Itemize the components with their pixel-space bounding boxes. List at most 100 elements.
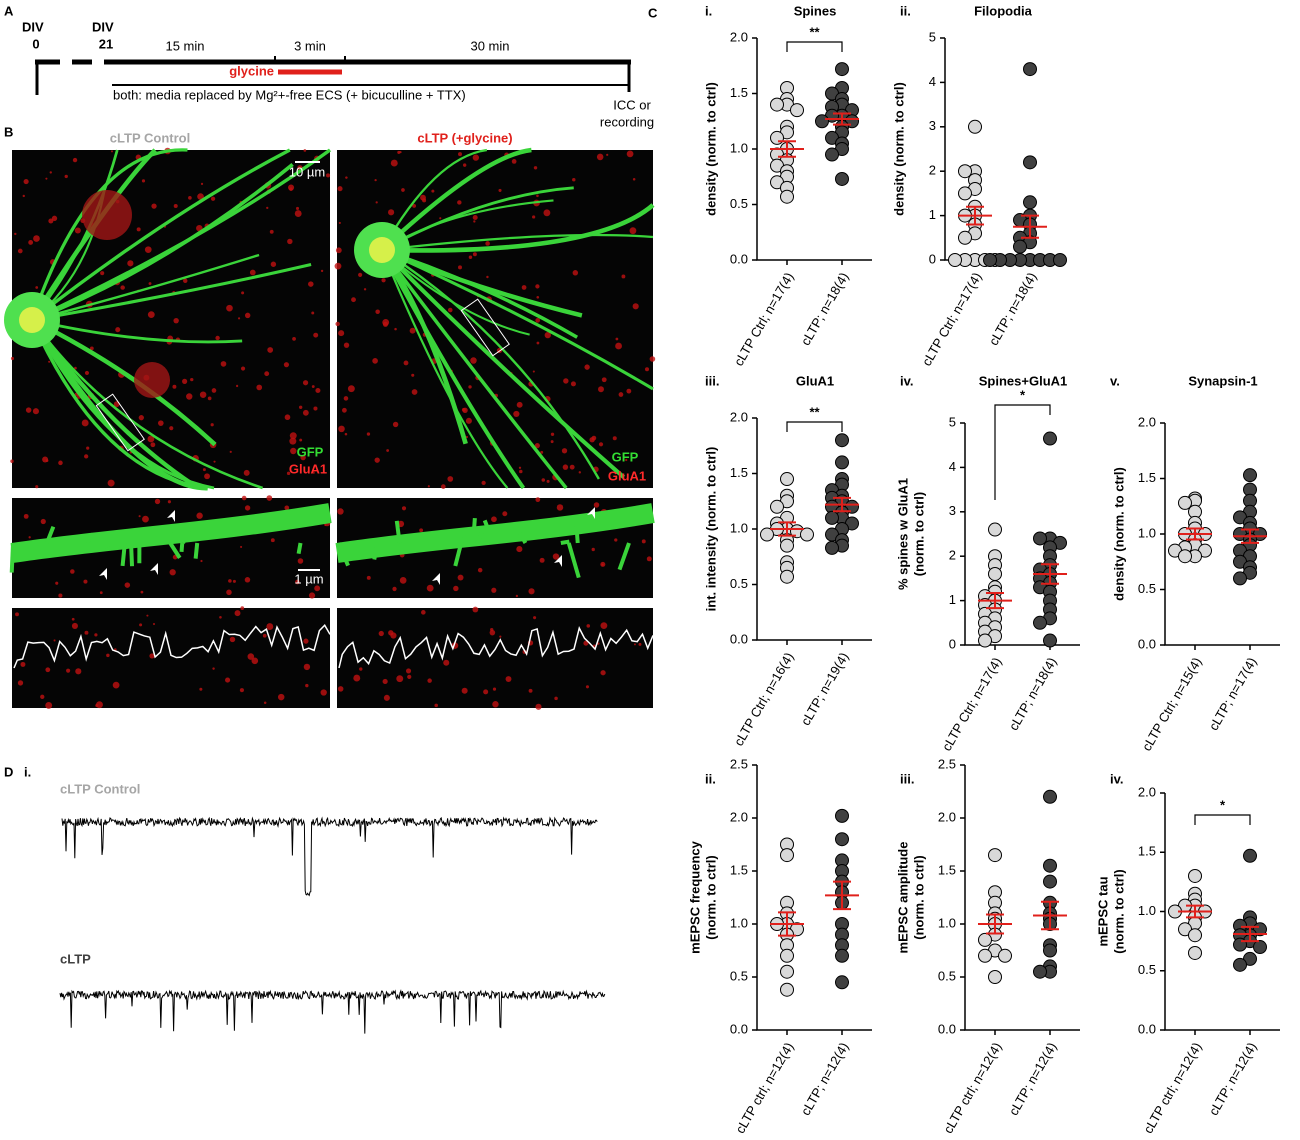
puncta: [600, 670, 606, 676]
puncta: [75, 668, 82, 675]
puncta: [472, 606, 479, 613]
error-bar: [1186, 904, 1204, 919]
error-bar: [778, 140, 796, 158]
puncta: [626, 150, 634, 158]
error-bar: [1041, 900, 1059, 931]
data-point: [815, 114, 829, 129]
puncta: [363, 288, 367, 291]
x-tick-label: cLTP; n=12(4): [798, 1040, 852, 1118]
puncta: [311, 311, 315, 315]
puncta: [70, 569, 75, 574]
roi-box: [460, 298, 510, 357]
y-tick-label: 1.0: [730, 915, 748, 930]
puncta: [535, 497, 541, 503]
spine: [566, 542, 581, 579]
error-bar: [778, 911, 796, 937]
x-tick-label: cLTP; n=18(4): [986, 270, 1040, 348]
puncta: [405, 668, 412, 674]
note: both: media replaced by Mg²+-free ECS (+…: [113, 87, 466, 102]
dendrite: [31, 163, 294, 322]
puncta: [169, 426, 174, 431]
puncta: [596, 153, 604, 161]
endpoint: recording: [600, 114, 654, 129]
puncta: [337, 508, 344, 515]
data-point: [1178, 549, 1192, 564]
puncta: [472, 214, 478, 221]
dendrite: [30, 319, 264, 490]
puncta: [299, 438, 303, 442]
puncta: [320, 689, 327, 696]
chart-title: GluA1: [796, 373, 834, 388]
puncta: [190, 377, 194, 382]
puncta: [150, 442, 156, 448]
puncta: [266, 495, 273, 501]
puncta: [298, 405, 303, 409]
puncta: [600, 622, 608, 630]
y-tick-label: 0.0: [1138, 1021, 1156, 1036]
x-tick-label: cLTP; n=19(4): [798, 650, 852, 728]
puncta: [481, 480, 486, 486]
significance-label: *: [1220, 797, 1226, 812]
data-point: [1043, 431, 1057, 446]
puncta: [74, 366, 77, 370]
puncta: [338, 330, 345, 337]
puncta: [347, 385, 355, 393]
puncta: [625, 458, 628, 462]
puncta: [372, 358, 378, 364]
chart-title: Spines: [794, 3, 837, 18]
puncta: [343, 342, 350, 348]
puncta: [401, 188, 405, 192]
duration: 15 min: [165, 38, 204, 53]
channel-label: GluA1: [608, 468, 646, 483]
puncta: [308, 281, 314, 287]
puncta: [169, 569, 176, 576]
puncta: [649, 356, 656, 362]
data-point: [1043, 858, 1057, 873]
panel-sublabel: i.: [24, 764, 31, 779]
y-tick-label: 0.0: [730, 1021, 748, 1036]
puncta: [95, 704, 99, 708]
puncta: [229, 450, 232, 453]
data-point: [1023, 155, 1037, 170]
puncta: [247, 653, 255, 660]
puncta: [289, 187, 293, 191]
data-point: [978, 948, 992, 963]
puncta: [10, 459, 14, 463]
puncta: [51, 215, 58, 222]
panel-sublabel: ii.: [900, 3, 911, 18]
spine: [458, 535, 464, 544]
y-tick-label: 2.0: [730, 29, 748, 44]
puncta: [239, 688, 244, 693]
puncta: [472, 154, 480, 161]
day-label: 21: [99, 36, 113, 51]
puncta: [434, 703, 439, 708]
puncta: [421, 610, 426, 615]
data-point: [825, 540, 839, 555]
data-point: [835, 171, 849, 186]
puncta: [457, 574, 464, 581]
significance-bracket: [786, 41, 843, 52]
data-point: [1243, 468, 1257, 483]
puncta: [313, 332, 319, 338]
puncta: [167, 500, 171, 504]
puncta: [58, 460, 63, 466]
y-axis-label: mEPSC amplitude: [895, 842, 910, 954]
puncta: [591, 547, 595, 552]
puncta: [465, 435, 469, 439]
soma-core: [19, 307, 45, 333]
puncta: [48, 218, 54, 224]
y-tick-label: 3: [949, 503, 956, 518]
data-point: [835, 62, 849, 77]
y-tick-label: 1.0: [730, 140, 748, 155]
error-bar: [778, 521, 796, 537]
puncta: [106, 653, 110, 658]
puncta: [644, 367, 650, 372]
y-tick-label: 0.5: [1138, 962, 1156, 977]
puncta: [374, 457, 380, 463]
puncta: [401, 506, 407, 511]
puncta: [237, 317, 241, 320]
puncta: [263, 701, 267, 705]
puncta: [320, 269, 324, 273]
puncta: [149, 653, 155, 659]
puncta: [427, 678, 432, 683]
